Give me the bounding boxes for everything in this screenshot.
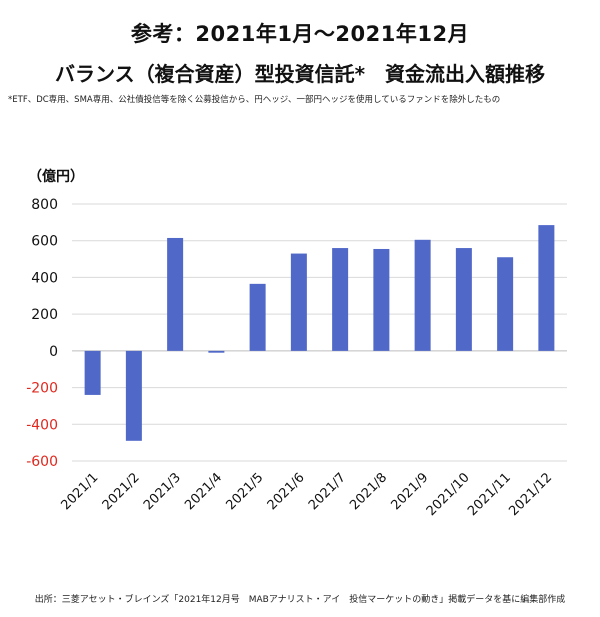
x-tick-label: 2021/6 — [265, 470, 308, 513]
bar — [538, 225, 555, 351]
y-tick-label: 0 — [49, 344, 58, 360]
y-tick-label: -400 — [26, 417, 58, 433]
y-tick-label: 200 — [31, 307, 58, 323]
bar — [290, 253, 307, 351]
x-tick-label: 2021/4 — [182, 470, 225, 513]
chart-title-line1: 参考：2021年1月～2021年12月 — [130, 22, 470, 46]
y-tick-label: 600 — [31, 234, 58, 250]
bar — [455, 248, 472, 351]
x-tick-label: 2021/10 — [424, 470, 473, 519]
y-axis-unit-label: （億円） — [28, 169, 84, 185]
x-tick-label: 2021/12 — [506, 470, 555, 519]
bar — [414, 239, 431, 351]
bar — [249, 283, 266, 351]
y-tick-label: -600 — [26, 454, 58, 470]
bar — [332, 248, 349, 351]
y-tick-label: 800 — [31, 197, 58, 213]
bar — [373, 248, 390, 351]
chart-title-line2: バランス（複合資産）型投資信託* 資金流出入額推移 — [54, 62, 546, 86]
bar — [167, 237, 184, 351]
x-tick-label: 2021/7 — [306, 470, 349, 513]
x-tick-label: 2021/5 — [223, 470, 266, 513]
x-tick-label: 2021/11 — [465, 470, 514, 519]
y-tick-label: -200 — [26, 381, 58, 397]
x-tick-label: 2021/1 — [58, 470, 101, 513]
y-tick-label: 400 — [31, 270, 58, 286]
source-note: 出所：三菱アセット・ブレインズ「2021年12月号 MABアナリスト・アイ 投信… — [34, 595, 566, 605]
bar — [497, 257, 514, 351]
footnote: *ETF、DC専用、SMA専用、公社債投信等を除く公募投信から、円ヘッジ、一部円… — [8, 95, 501, 105]
x-tick-label: 2021/3 — [141, 470, 184, 513]
x-tick-label: 2021/2 — [100, 470, 143, 513]
bar — [84, 350, 101, 395]
bar — [208, 350, 225, 353]
x-tick-label: 2021/8 — [347, 470, 390, 513]
bar — [125, 350, 142, 441]
